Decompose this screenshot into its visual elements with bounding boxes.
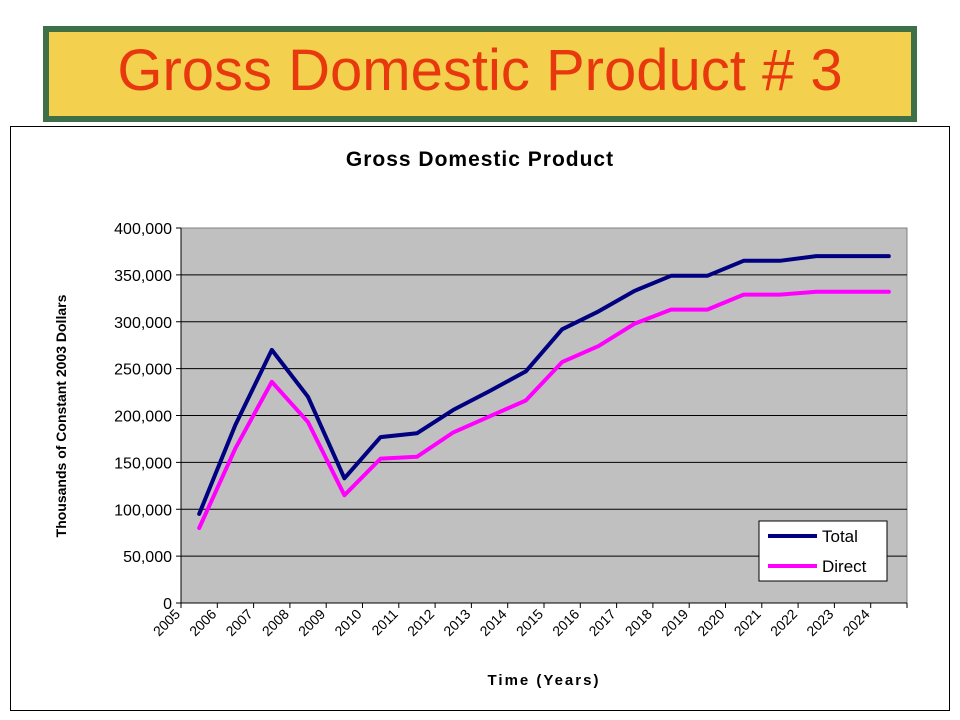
x-tick-label: 2005: [150, 606, 183, 639]
y-tick-label: 300,000: [114, 315, 172, 332]
y-tick-label: 350,000: [114, 268, 172, 285]
y-tick-label: 250,000: [114, 362, 172, 379]
y-axis-ticks: 0 50,000 100,000 150,000 200,000 250,000 300,0…: [114, 221, 181, 613]
x-tick-label: 2014: [476, 606, 509, 639]
x-tick-label: 2023: [803, 606, 836, 639]
x-axis-ticks: 2005 2006 2007 2008 2009 2010 2011 2012 2013 2014…: [150, 603, 908, 639]
slide-title-banner: Gross Domestic Product # 3: [43, 26, 917, 122]
chart-frame: Gross Domestic Product 0 50,000 100,000 150…: [10, 126, 950, 711]
x-tick-label: 2020: [694, 606, 727, 639]
legend-total-label: Total: [822, 527, 858, 546]
series-layer: [197, 254, 891, 530]
chart-title: Gross Domestic Product: [346, 148, 614, 171]
y-tick-label: 50,000: [123, 549, 172, 566]
x-tick-label: 2021: [731, 606, 764, 639]
legend: Total Direct: [758, 520, 888, 582]
y-tick-label: 200,000: [114, 409, 172, 426]
x-tick-label: 2015: [513, 606, 546, 639]
y-tick-label: 100,000: [114, 502, 172, 519]
y-tick-label: 150,000: [114, 455, 172, 472]
series-line-total: [197, 254, 891, 516]
x-tick-label: 2018: [622, 606, 655, 639]
x-tick-label: 2019: [658, 606, 691, 639]
x-tick-label: 2010: [331, 606, 364, 639]
series-line-direct: [197, 289, 891, 530]
gdp-line-chart: Gross Domestic Product 0 50,000 100,000 150…: [53, 148, 908, 689]
slide-title: Gross Domestic Product # 3: [117, 38, 843, 103]
y-tick-label: 0: [163, 596, 172, 613]
x-tick-label: 2013: [440, 606, 473, 639]
y-tick-label: 400,000: [114, 221, 172, 238]
x-tick-label: 2009: [295, 606, 328, 639]
x-tick-label: 2024: [839, 606, 872, 639]
x-tick-label: 2011: [368, 606, 401, 639]
x-tick-label: 2012: [404, 606, 437, 639]
x-tick-label: 2016: [549, 606, 582, 639]
x-tick-label: 2006: [186, 606, 219, 639]
x-axis-label: Time (Years): [488, 672, 601, 689]
x-tick-label: 2007: [222, 606, 255, 639]
legend-box: [758, 520, 888, 582]
x-tick-label: 2008: [259, 606, 292, 639]
x-tick-label: 2022: [767, 606, 800, 639]
y-axis-label: Thousands of Constant 2003 Dollars: [53, 294, 69, 537]
legend-direct-label: Direct: [822, 557, 867, 576]
x-tick-label: 2017: [585, 606, 618, 639]
